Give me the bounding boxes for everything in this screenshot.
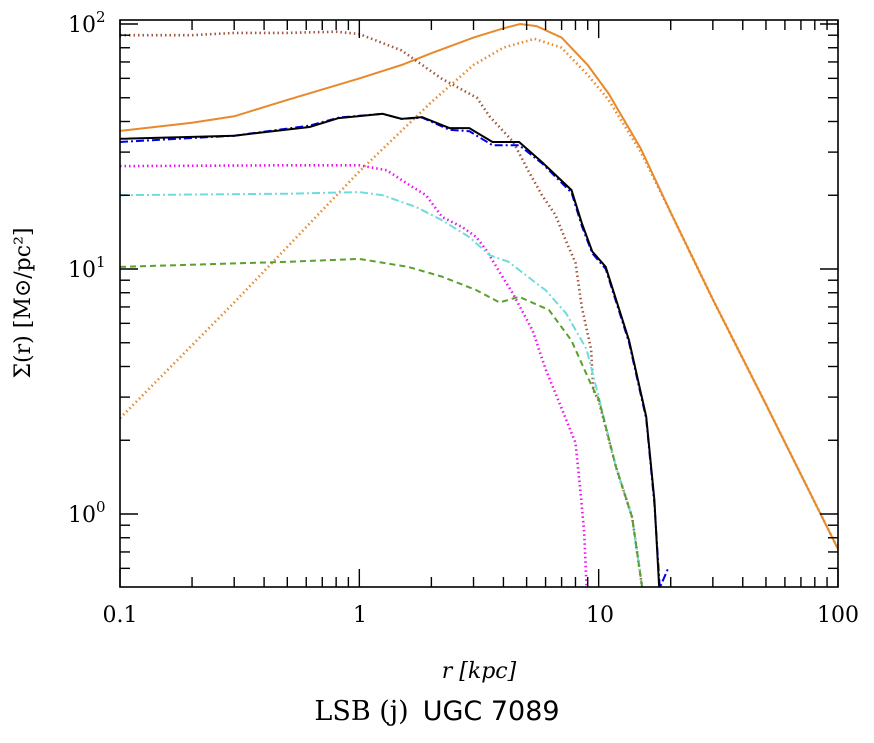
x-tick-labels: 0.1 1 10 100 xyxy=(103,603,860,628)
y-tick-label: 101 xyxy=(68,253,106,283)
x-tick-label: 10 xyxy=(586,603,614,628)
x-axis-label: r [kpc] xyxy=(442,659,517,684)
y-tick-label: 102 xyxy=(68,8,106,38)
series-layer xyxy=(120,22,838,587)
ticks xyxy=(119,20,839,587)
galaxy-name: UGC 7089 xyxy=(422,696,560,727)
series-line-6 xyxy=(120,112,670,587)
series-line-3 xyxy=(120,164,588,587)
figure-caption: LSB (j) UGC 7089 xyxy=(0,696,874,727)
plot-frame xyxy=(119,19,839,588)
series-line-5 xyxy=(120,257,644,587)
x-tick-label: 100 xyxy=(817,603,859,628)
series-line-1 xyxy=(120,37,838,550)
y-axis-label: Σ(r) [M⊙/pc²] xyxy=(11,228,36,379)
sample-label: LSB (j) xyxy=(314,696,409,727)
y-tick-label: 100 xyxy=(68,498,106,528)
y-tick-labels: 100 101 102 xyxy=(68,8,106,528)
series-line-7 xyxy=(120,112,661,587)
series-line-4 xyxy=(120,191,644,587)
x-tick-label: 1 xyxy=(353,603,367,628)
series-line-2 xyxy=(120,30,644,587)
x-tick-label: 0.1 xyxy=(103,603,138,628)
series-line-0 xyxy=(120,22,838,550)
